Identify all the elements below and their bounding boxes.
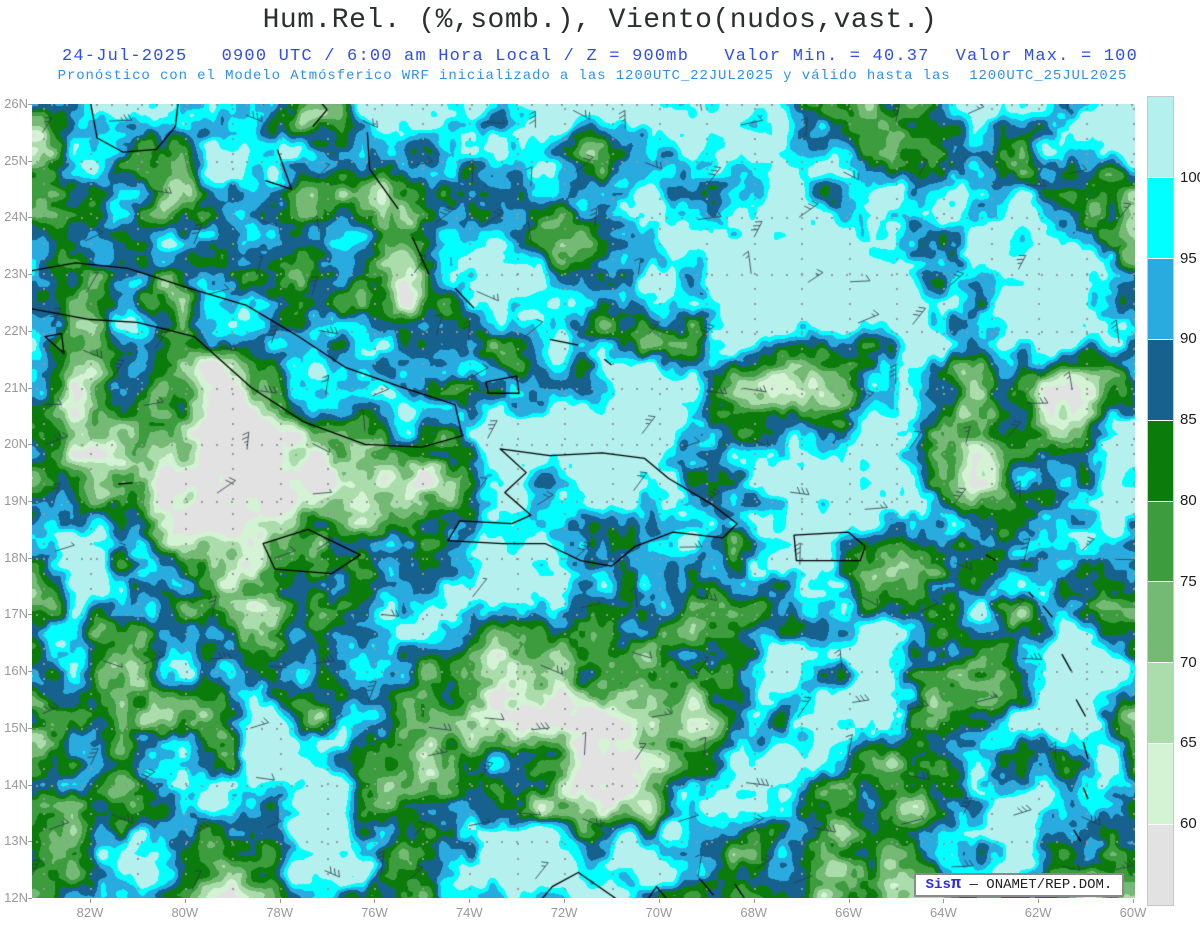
lon-label-80w: 80W (171, 905, 199, 920)
forecast-info-line: Pronóstico con el Modelo Atmósferico WRF… (57, 68, 1128, 84)
colorbar-segment-2 (1148, 258, 1173, 340)
lat-label-18n: 18N (4, 549, 28, 565)
lon-label-78w: 78W (266, 905, 293, 920)
colorbar-label-60: 60 (1180, 815, 1197, 833)
lon-tick (848, 899, 850, 903)
colorbar-label-70: 70 (1180, 653, 1197, 671)
colorbar (1147, 96, 1174, 906)
lat-tick (28, 898, 32, 899)
lat-label-24n: 24N (4, 209, 28, 225)
lat-tick (28, 671, 32, 673)
lat-tick (28, 557, 32, 559)
lat-label-26n: 26N (4, 96, 28, 111)
lat-tick (28, 614, 32, 616)
lat-tick (28, 330, 32, 332)
lat-label-12n: 12N (4, 890, 28, 905)
lat-tick (28, 784, 32, 786)
watermark-pi-icon: π (950, 875, 962, 894)
colorbar-segment-7 (1148, 663, 1173, 745)
colorbar-label-80: 80 (1180, 492, 1197, 509)
lon-label-60w: 60W (1119, 905, 1147, 920)
colorbar-segment-4 (1148, 420, 1173, 502)
lat-label-21n: 21N (4, 379, 28, 395)
lon-tick (658, 899, 660, 903)
lat-label-19n: 19N (4, 493, 28, 508)
lon-tick (943, 899, 945, 903)
colorbar-segment-0 (1148, 97, 1173, 178)
watermark-app-name: Sis (925, 877, 951, 893)
map-plot-area: Sis π — ONAMET/REP.DOM. (32, 104, 1135, 898)
lat-label-13n: 13N (4, 833, 28, 849)
lat-tick (28, 104, 32, 105)
colorbar-segment-3 (1148, 339, 1173, 421)
watermark-box: Sis π — ONAMET/REP.DOM. (914, 873, 1124, 897)
lat-tick (28, 841, 32, 843)
colorbar-label-75: 75 (1180, 572, 1197, 590)
lat-label-22n: 22N (4, 322, 28, 338)
lon-label-82w: 82W (76, 905, 104, 920)
lat-tick (28, 217, 32, 219)
colorbar-label-100: 100 (1180, 168, 1200, 186)
colorbar-label-65: 65 (1180, 734, 1197, 752)
lat-label-15n: 15N (4, 719, 28, 735)
colorbar-label-90: 90 (1180, 330, 1197, 348)
colorbar-segment-9 (1148, 825, 1173, 906)
lat-tick (28, 501, 32, 502)
lat-tick (28, 444, 32, 446)
lat-tick (28, 160, 32, 162)
lat-label-16n: 16N (4, 663, 28, 679)
lat-label-17n: 17N (4, 606, 28, 622)
lon-tick (90, 899, 91, 903)
lat-tick (28, 727, 32, 729)
lat-label-25n: 25N (4, 152, 28, 168)
lon-tick (374, 899, 376, 903)
lon-label-66w: 66W (835, 905, 862, 920)
lon-label-68w: 68W (740, 905, 768, 920)
lat-tick (28, 387, 32, 389)
lon-tick (1133, 899, 1134, 903)
lat-label-20n: 20N (4, 436, 28, 452)
page-title: Hum.Rel. (%,somb.), Viento(nudos,vast.) (262, 5, 938, 36)
lat-label-23n: 23N (4, 266, 28, 282)
watermark-org-name: ONAMET/REP.DOM. (986, 877, 1113, 893)
lon-label-76w: 76W (361, 905, 388, 920)
humidity-wind-field-canvas (32, 104, 1135, 898)
lon-tick (279, 899, 281, 903)
valor-max-text: Valor Max. = 100 (955, 47, 1138, 66)
colorbar-segment-6 (1148, 582, 1173, 664)
colorbar-segment-5 (1148, 501, 1173, 583)
valor-min-text: Valor Min. = 40.37 (724, 47, 930, 66)
lon-label-72w: 72W (550, 905, 578, 920)
lon-tick (184, 899, 186, 903)
watermark-separator-dash: — (969, 877, 987, 893)
lon-label-64w: 64W (929, 905, 957, 920)
colorbar-segment-1 (1148, 177, 1173, 259)
lon-label-62w: 62W (1024, 905, 1052, 920)
colorbar-segment-8 (1148, 744, 1173, 826)
datetime-valor-line: 24-Jul-2025 0900 UTC / 6:00 am Hora Loca… (62, 47, 1138, 66)
lon-label-74w: 74W (455, 905, 483, 920)
lon-label-70w: 70W (645, 905, 673, 920)
colorbar-label-95: 95 (1180, 249, 1197, 267)
lon-tick (564, 899, 566, 903)
valor-group: Valor Min. = 40.37 Valor Max. = 100 (724, 47, 1138, 66)
lon-tick (753, 899, 755, 903)
lon-tick (1038, 899, 1040, 903)
lat-tick (28, 274, 32, 276)
lat-label-14n: 14N (4, 776, 28, 792)
datetime-text: 24-Jul-2025 0900 UTC / 6:00 am Hora Loca… (62, 47, 690, 66)
colorbar-label-85: 85 (1180, 411, 1197, 429)
lon-tick (469, 899, 471, 903)
